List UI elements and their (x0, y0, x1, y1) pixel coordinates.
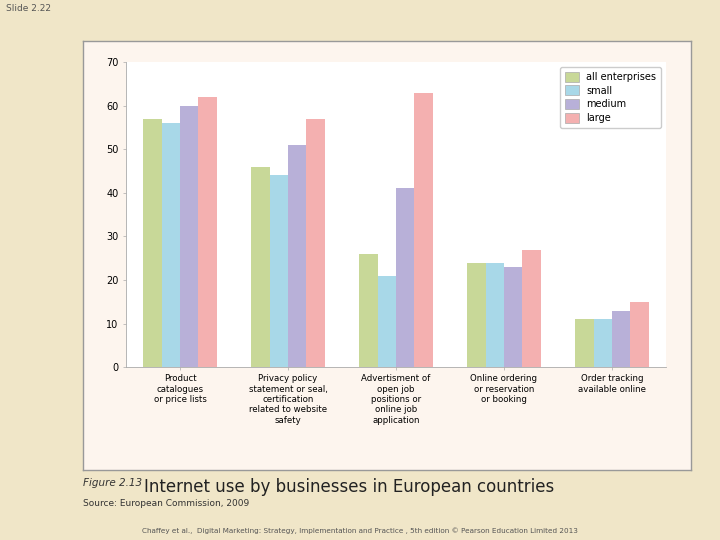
Bar (504, 267, 523, 367)
Legend: all enterprises, small, medium, large: all enterprises, small, medium, large (560, 67, 661, 128)
Bar (467, 262, 486, 367)
Bar (180, 106, 199, 367)
Bar (307, 119, 325, 367)
Bar (199, 97, 217, 367)
Bar (415, 93, 433, 367)
Bar (143, 119, 162, 367)
Bar (288, 145, 307, 367)
Bar (631, 302, 649, 367)
Text: Source: European Commission, 2009: Source: European Commission, 2009 (83, 500, 249, 509)
Bar (161, 123, 180, 367)
Bar (485, 262, 504, 367)
Bar (269, 176, 288, 367)
Text: Figure 2.13: Figure 2.13 (83, 478, 142, 488)
Bar (523, 249, 541, 367)
Bar (575, 319, 593, 367)
Bar (612, 310, 631, 367)
Text: Internet use by businesses in European countries: Internet use by businesses in European c… (144, 478, 554, 496)
Bar (593, 319, 612, 367)
Bar (251, 167, 269, 367)
Text: Slide 2.22: Slide 2.22 (6, 4, 50, 14)
Bar (396, 188, 415, 367)
Bar (377, 275, 396, 367)
Text: Chaffey et al.,  Digital Marketing: Strategy, Implementation and Practice , 5th : Chaffey et al., Digital Marketing: Strat… (142, 527, 578, 534)
Bar (359, 254, 378, 367)
